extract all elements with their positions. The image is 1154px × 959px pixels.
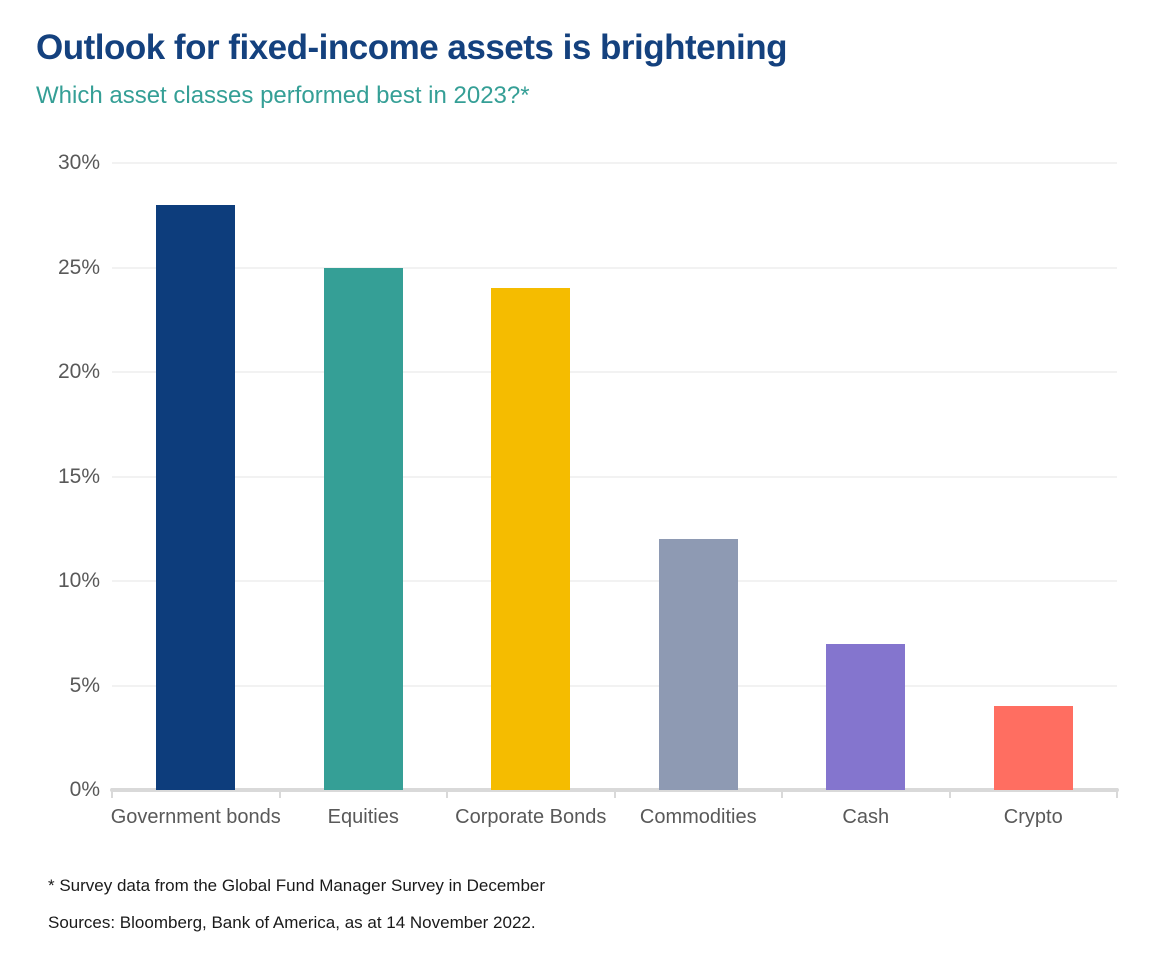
bar-chart: 0% 5% 10% 15% 20% 25% 30% Government bonds Equit… — [57, 151, 1119, 828]
x-axis-label-cash: Cash — [842, 806, 890, 828]
y-axis-tick-label: 30% — [57, 151, 100, 174]
y-axis-tick-label: 25% — [57, 255, 100, 279]
x-axis-tick — [111, 788, 113, 798]
x-axis-label-commodities: Commodities — [639, 806, 757, 828]
x-axis-label-equities: Equities — [327, 806, 399, 828]
y-axis-tick-label: 15% — [57, 464, 100, 488]
gridline — [112, 371, 1117, 373]
bar-crypto — [993, 706, 1073, 790]
x-axis-label-corporate-bonds: Corporate Bonds — [455, 806, 607, 828]
bar-corporate-bonds — [491, 288, 571, 790]
x-axis-label-government-bonds: Government bonds — [110, 806, 281, 828]
bar-cash — [826, 643, 906, 790]
footnote-survey: * Survey data from the Global Fund Manag… — [48, 876, 546, 895]
y-axis-tick-label: 20% — [57, 360, 100, 383]
x-axis-tick — [446, 788, 448, 798]
x-axis-tick — [1116, 788, 1118, 798]
gridline — [112, 475, 1117, 478]
bar-government-bonds — [156, 204, 236, 790]
gridline — [112, 162, 1117, 164]
x-axis-tick — [781, 788, 783, 798]
bar-commodities — [658, 539, 738, 790]
gridline — [112, 266, 1117, 269]
chart-subtitle: Which asset classes performed best in 20… — [36, 82, 530, 109]
bar-equities — [323, 267, 403, 790]
gridline — [112, 580, 1117, 582]
footnote-sources: Sources: Bloomberg, Bank of America, as … — [48, 913, 536, 932]
gridline — [112, 684, 1117, 687]
x-axis-tick — [948, 788, 951, 798]
x-axis-tick — [278, 788, 281, 798]
y-axis-tick-label: 10% — [57, 569, 100, 592]
chart-title: Outlook for fixed-income assets is brigh… — [36, 28, 788, 67]
y-axis-tick-label: 5% — [69, 673, 100, 697]
x-axis-label-crypto: Crypto — [1003, 806, 1063, 828]
y-axis-tick-label: 0% — [69, 778, 100, 801]
x-axis-tick — [613, 788, 616, 798]
